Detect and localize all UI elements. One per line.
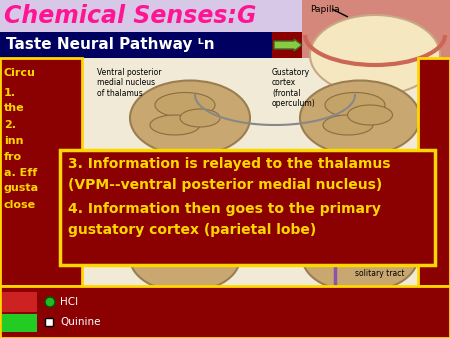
Bar [0, 0, 450, 32]
Text: Taste Neural Pathway ᴸn: Taste Neural Pathway ᴸn [6, 38, 215, 52]
Text: 2.: 2. [4, 120, 16, 130]
Ellipse shape [180, 109, 220, 127]
Bar [82, 58, 418, 286]
Bar [60, 150, 435, 265]
Bar [0, 286, 450, 338]
Text: 3. Information is relayed to the thalamus: 3. Information is relayed to the thalamu… [68, 157, 391, 171]
Text: (VPM--ventral posterior medial nucleus): (VPM--ventral posterior medial nucleus) [68, 178, 382, 192]
Text: Tongue: Tongue [105, 218, 132, 227]
Text: inn: inn [4, 136, 23, 146]
Text: fro: fro [4, 152, 22, 162]
Bar [302, 0, 450, 95]
Text: the: the [4, 103, 25, 113]
Text: Gustatory
cortex
(frontal
operculum): Gustatory cortex (frontal operculum) [272, 68, 316, 108]
Bar [418, 58, 450, 286]
Text: Axons from the
nucleus of the
solitary tract: Axons from the nucleus of the solitary t… [355, 248, 413, 278]
Ellipse shape [310, 15, 440, 95]
Ellipse shape [302, 224, 418, 292]
FancyArrow shape [274, 39, 302, 51]
Bar [2, 314, 37, 332]
Text: Quinine: Quinine [60, 317, 100, 327]
Circle shape [45, 297, 55, 307]
Text: Larynx: Larynx [118, 228, 144, 237]
Bar [2, 292, 37, 312]
Ellipse shape [300, 80, 420, 155]
Ellipse shape [347, 105, 392, 125]
Text: Chemical Senses:G: Chemical Senses:G [4, 4, 256, 28]
Ellipse shape [155, 93, 215, 118]
Text: Ventral posterior
medial nucleus
of thalamus: Ventral posterior medial nucleus of thal… [97, 68, 162, 98]
Ellipse shape [130, 224, 240, 292]
Text: Circu: Circu [4, 68, 36, 78]
Ellipse shape [130, 80, 250, 155]
Bar [0, 32, 272, 58]
Text: Papilla: Papilla [310, 5, 340, 14]
Ellipse shape [325, 93, 385, 118]
Text: a. Eff: a. Eff [4, 168, 37, 178]
Text: gustatory cortex (parietal lobe): gustatory cortex (parietal lobe) [68, 223, 316, 237]
Text: Ventral posterior
medial nucleus
of thalamus: Ventral posterior medial nucleus of thal… [268, 228, 333, 258]
Text: HCl: HCl [60, 297, 78, 307]
Ellipse shape [323, 115, 373, 135]
Text: close: close [4, 200, 36, 210]
Text: 1.: 1. [4, 88, 16, 98]
Text: gusta: gusta [4, 183, 39, 193]
Ellipse shape [150, 115, 200, 135]
Bar [0, 58, 82, 286]
Bar [45, 318, 53, 326]
Text: 4. Information then goes to the primary: 4. Information then goes to the primary [68, 202, 381, 216]
